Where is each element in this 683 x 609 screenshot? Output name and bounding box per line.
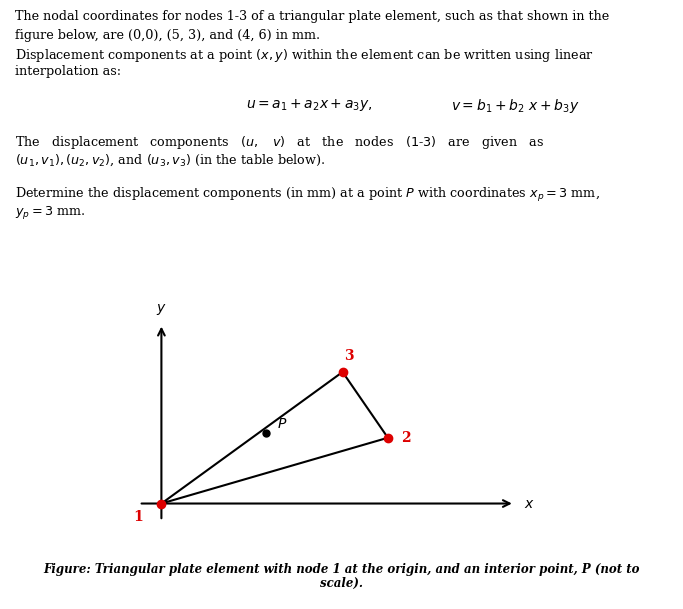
Text: 2: 2 (402, 431, 411, 445)
Text: interpolation as:: interpolation as: (15, 66, 121, 79)
Text: 3: 3 (344, 349, 354, 363)
Text: scale).: scale). (320, 577, 363, 590)
Text: The   displacement   components   $(u,$   $v)$   at   the   nodes   $(1$-$3)$   : The displacement components $(u,$ $v)$ a… (15, 134, 544, 151)
Text: $v = b_1 + b_2\ x + b_3 y$: $v = b_1 + b_2\ x + b_3 y$ (451, 97, 579, 115)
Text: The nodal coordinates for nodes 1-3 of a triangular plate element, such as that : The nodal coordinates for nodes 1-3 of a… (15, 10, 609, 23)
Text: Determine the displacement components (in mm) at a point $P$ with coordinates $x: Determine the displacement components (i… (15, 186, 600, 204)
Text: $(u_1, v_1), (u_2, v_2)$, and $(u_3, v_3)$ (in the table below).: $(u_1, v_1), (u_2, v_2)$, and $(u_3, v_3… (15, 152, 325, 168)
Text: Displacement components at a point $(x, y)$ within the element can be written us: Displacement components at a point $(x, … (15, 47, 594, 64)
Text: 1: 1 (134, 510, 143, 524)
Text: figure below, are (0,0), (5, 3), and (4, 6) in mm.: figure below, are (0,0), (5, 3), and (4,… (15, 29, 320, 41)
Text: $x$: $x$ (524, 496, 534, 510)
Text: $P$: $P$ (277, 417, 288, 431)
Text: $y_p = 3$ mm.: $y_p = 3$ mm. (15, 204, 86, 221)
Text: $u = a_1 + a_2 x + a_3 y,$: $u = a_1 + a_2 x + a_3 y,$ (246, 97, 372, 113)
Text: Figure: Triangular plate element with node 1 at the origin, and an interior poin: Figure: Triangular plate element with no… (43, 563, 640, 576)
Text: $y$: $y$ (156, 302, 167, 317)
